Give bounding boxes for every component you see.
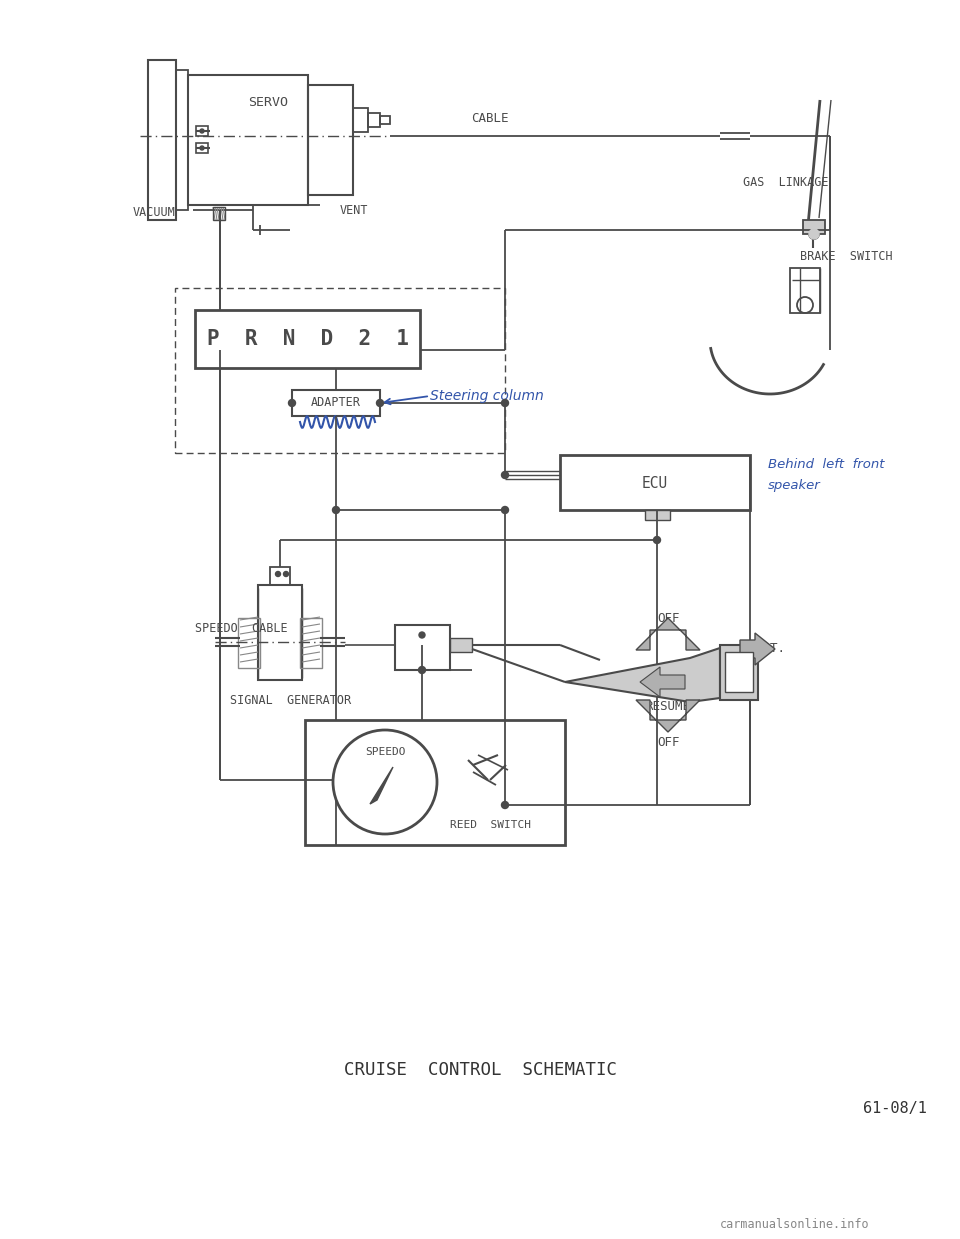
Bar xyxy=(292,390,380,416)
Text: SPEEDO: SPEEDO xyxy=(365,747,405,757)
Circle shape xyxy=(501,399,509,406)
Text: 61-08/1: 61-08/1 xyxy=(863,1100,927,1115)
Circle shape xyxy=(501,472,509,478)
Bar xyxy=(560,455,750,510)
Circle shape xyxy=(419,667,425,674)
Bar xyxy=(213,207,225,221)
Circle shape xyxy=(283,571,289,576)
Bar xyxy=(196,142,208,152)
Circle shape xyxy=(419,632,425,638)
Polygon shape xyxy=(636,700,700,732)
Polygon shape xyxy=(640,667,685,698)
Bar xyxy=(148,59,176,221)
Bar xyxy=(258,585,302,680)
Circle shape xyxy=(200,129,204,133)
Text: REED  SWITCH: REED SWITCH xyxy=(449,820,531,830)
Text: OFF: OFF xyxy=(657,736,680,748)
Bar xyxy=(300,618,322,668)
Bar xyxy=(176,69,188,209)
Polygon shape xyxy=(636,618,700,650)
Text: CRUISE  CONTROL  SCHEMATIC: CRUISE CONTROL SCHEMATIC xyxy=(344,1061,616,1079)
Bar xyxy=(380,116,390,124)
Bar xyxy=(196,126,208,136)
Bar xyxy=(238,618,260,668)
Circle shape xyxy=(376,399,383,406)
Bar xyxy=(725,652,753,693)
Bar xyxy=(790,268,820,313)
Text: VACUUM: VACUUM xyxy=(132,207,175,219)
Circle shape xyxy=(654,536,660,544)
Text: CABLE: CABLE xyxy=(471,112,509,124)
Text: SIGNAL  GENERATOR: SIGNAL GENERATOR xyxy=(230,694,351,706)
Circle shape xyxy=(200,146,204,150)
Circle shape xyxy=(332,507,340,513)
Bar xyxy=(270,567,290,585)
Text: carmanualsonline.info: carmanualsonline.info xyxy=(720,1218,870,1232)
Bar xyxy=(195,310,420,368)
Text: SPEEDO  CABLE: SPEEDO CABLE xyxy=(195,622,288,634)
Circle shape xyxy=(501,802,509,809)
Text: RESUME: RESUME xyxy=(645,700,690,714)
Circle shape xyxy=(276,571,280,576)
Circle shape xyxy=(809,229,819,239)
Polygon shape xyxy=(740,633,775,665)
Circle shape xyxy=(289,399,296,406)
Circle shape xyxy=(333,730,437,834)
Text: ADAPTER: ADAPTER xyxy=(311,396,361,410)
Bar xyxy=(188,76,308,204)
Bar xyxy=(803,221,825,234)
Text: speaker: speaker xyxy=(768,478,821,492)
Text: Steering column: Steering column xyxy=(430,389,543,403)
Text: Behind  left  front: Behind left front xyxy=(768,458,884,472)
Text: P  R  N  D  2  1: P R N D 2 1 xyxy=(207,330,409,349)
Text: OFF: OFF xyxy=(657,612,680,624)
Bar xyxy=(175,287,505,453)
Bar xyxy=(450,638,472,652)
Text: ECU: ECU xyxy=(642,476,668,491)
Polygon shape xyxy=(370,767,393,804)
Bar xyxy=(353,108,368,133)
Text: CONST.: CONST. xyxy=(740,642,785,654)
Text: SERVO: SERVO xyxy=(248,97,288,109)
Circle shape xyxy=(501,507,509,513)
Bar xyxy=(305,720,565,845)
Bar xyxy=(308,85,353,195)
Polygon shape xyxy=(565,648,720,703)
Bar xyxy=(720,646,758,700)
Bar xyxy=(395,624,450,670)
Text: GAS  LINKAGE: GAS LINKAGE xyxy=(743,176,828,190)
Text: BRAKE  SWITCH: BRAKE SWITCH xyxy=(800,250,893,264)
Text: VENT: VENT xyxy=(340,203,369,217)
Bar xyxy=(645,510,670,520)
Bar xyxy=(368,113,380,128)
